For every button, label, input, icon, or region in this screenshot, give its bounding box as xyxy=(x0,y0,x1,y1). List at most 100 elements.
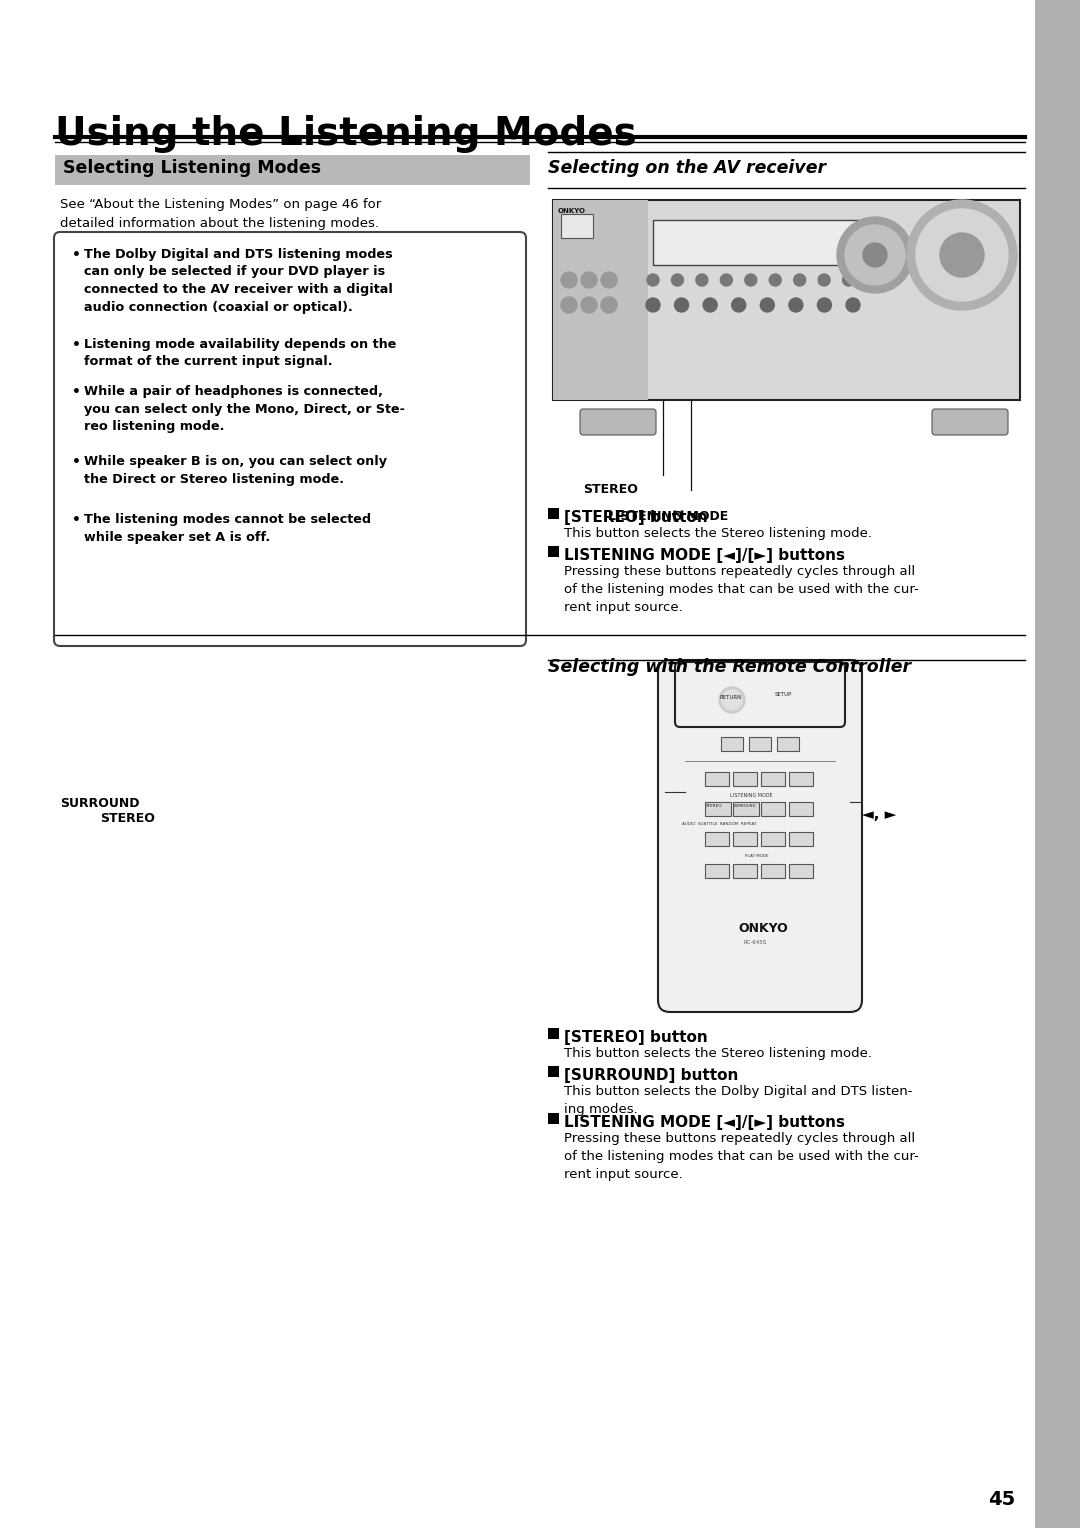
Text: RC-645S: RC-645S xyxy=(744,940,767,944)
Circle shape xyxy=(940,232,984,277)
Text: Selecting Listening Modes: Selecting Listening Modes xyxy=(63,159,321,177)
FancyBboxPatch shape xyxy=(932,410,1008,435)
Circle shape xyxy=(600,296,617,313)
Circle shape xyxy=(647,274,659,286)
Circle shape xyxy=(837,217,913,293)
Bar xyxy=(553,200,1020,400)
Bar xyxy=(777,736,799,750)
Text: •: • xyxy=(72,455,81,469)
Circle shape xyxy=(581,272,597,287)
Text: Pressing these buttons repeatedly cycles through all
of the listening modes that: Pressing these buttons repeatedly cycles… xyxy=(564,1132,919,1181)
Bar xyxy=(761,833,785,847)
Circle shape xyxy=(846,298,860,312)
Text: LISTENING MODE [◄]/[►] buttons: LISTENING MODE [◄]/[►] buttons xyxy=(564,549,845,562)
Text: Selecting on the AV receiver: Selecting on the AV receiver xyxy=(548,159,826,177)
Bar xyxy=(653,220,865,264)
Text: ONKYO: ONKYO xyxy=(738,921,787,935)
Text: This button selects the Stereo listening mode.: This button selects the Stereo listening… xyxy=(564,1047,872,1060)
Text: ◄, ►: ◄, ► xyxy=(862,807,896,822)
Circle shape xyxy=(769,274,781,286)
Circle shape xyxy=(561,272,577,287)
Text: AUDIO  SUBTITLE  RANDOM  REPEAT: AUDIO SUBTITLE RANDOM REPEAT xyxy=(681,822,756,827)
Circle shape xyxy=(907,200,1017,310)
Bar xyxy=(55,154,530,185)
Circle shape xyxy=(696,274,707,286)
Bar xyxy=(733,833,757,847)
Text: SURROUND: SURROUND xyxy=(734,804,756,808)
Bar xyxy=(705,833,729,847)
Text: 45: 45 xyxy=(988,1490,1015,1510)
Circle shape xyxy=(916,209,1008,301)
Circle shape xyxy=(788,298,802,312)
Circle shape xyxy=(842,274,854,286)
Bar xyxy=(761,863,785,879)
Circle shape xyxy=(600,272,617,287)
Bar xyxy=(789,772,813,785)
Bar xyxy=(789,833,813,847)
Text: Pressing these buttons repeatedly cycles through all
of the listening modes that: Pressing these buttons repeatedly cycles… xyxy=(564,565,919,614)
Text: LISTENING MODE: LISTENING MODE xyxy=(608,510,728,523)
Text: •: • xyxy=(72,513,81,527)
Text: •: • xyxy=(72,248,81,261)
Text: STEREO: STEREO xyxy=(100,811,154,825)
Circle shape xyxy=(845,225,905,286)
Bar xyxy=(721,736,743,750)
Text: Using the Listening Modes: Using the Listening Modes xyxy=(55,115,637,153)
FancyBboxPatch shape xyxy=(675,662,845,727)
Text: SETUP: SETUP xyxy=(775,692,793,697)
Circle shape xyxy=(720,274,732,286)
Bar xyxy=(733,772,757,785)
Text: This button selects the Dolby Digital and DTS listen-
ing modes.: This button selects the Dolby Digital an… xyxy=(564,1085,913,1115)
Text: STEREO: STEREO xyxy=(706,804,723,808)
Text: •: • xyxy=(72,385,81,399)
Text: [SURROUND] button: [SURROUND] button xyxy=(564,1068,739,1083)
Circle shape xyxy=(561,296,577,313)
Bar xyxy=(1035,0,1080,1528)
Bar xyxy=(561,214,593,238)
Bar xyxy=(548,1112,559,1125)
Text: [STEREO] button: [STEREO] button xyxy=(564,510,707,526)
Bar xyxy=(705,863,729,879)
FancyBboxPatch shape xyxy=(54,232,526,646)
Bar xyxy=(705,772,729,785)
Text: •: • xyxy=(72,338,81,351)
Bar xyxy=(750,736,771,750)
Bar xyxy=(548,545,559,558)
Bar xyxy=(733,802,759,816)
Text: See “About the Listening Modes” on page 46 for
detailed information about the li: See “About the Listening Modes” on page … xyxy=(60,199,381,229)
Bar xyxy=(548,1028,559,1039)
Text: ONKYO: ONKYO xyxy=(558,208,586,214)
Circle shape xyxy=(863,243,887,267)
Text: Listening mode availability depends on the
format of the current input signal.: Listening mode availability depends on t… xyxy=(84,338,396,368)
Text: The Dolby Digital and DTS listening modes
can only be selected if your DVD playe: The Dolby Digital and DTS listening mode… xyxy=(84,248,393,313)
FancyBboxPatch shape xyxy=(580,410,656,435)
Bar xyxy=(761,772,785,785)
Text: RETURN: RETURN xyxy=(720,695,742,700)
Bar xyxy=(553,200,648,400)
Bar xyxy=(705,802,731,816)
Circle shape xyxy=(672,274,684,286)
Circle shape xyxy=(719,688,745,714)
Bar xyxy=(548,507,559,520)
Circle shape xyxy=(760,298,774,312)
Text: This button selects the Stereo listening mode.: This button selects the Stereo listening… xyxy=(564,527,872,539)
Circle shape xyxy=(819,274,831,286)
Bar xyxy=(761,802,785,816)
FancyBboxPatch shape xyxy=(658,660,862,1012)
Text: While speaker B is on, you can select only
the Direct or Stereo listening mode.: While speaker B is on, you can select on… xyxy=(84,455,387,486)
Circle shape xyxy=(646,298,660,312)
Text: LISTENING MODE [◄]/[►] buttons: LISTENING MODE [◄]/[►] buttons xyxy=(564,1115,845,1131)
Circle shape xyxy=(732,298,745,312)
Text: PLAY MODE: PLAY MODE xyxy=(745,854,769,859)
Text: STEREO: STEREO xyxy=(583,483,638,497)
Text: [STEREO] button: [STEREO] button xyxy=(564,1030,707,1045)
Circle shape xyxy=(581,296,597,313)
Circle shape xyxy=(794,274,806,286)
Circle shape xyxy=(867,274,879,286)
Circle shape xyxy=(723,691,742,711)
Circle shape xyxy=(818,298,832,312)
Circle shape xyxy=(703,298,717,312)
Text: While a pair of headphones is connected,
you can select only the Mono, Direct, o: While a pair of headphones is connected,… xyxy=(84,385,405,432)
Text: LISTENING MODE: LISTENING MODE xyxy=(730,793,772,798)
Circle shape xyxy=(745,274,757,286)
